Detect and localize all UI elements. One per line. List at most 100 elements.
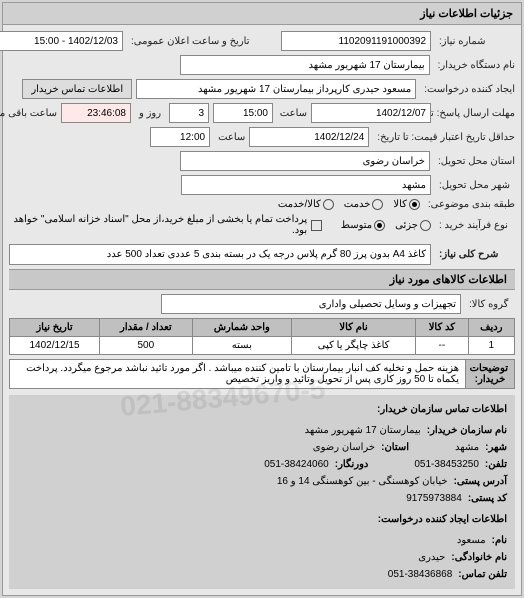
- creator-tel-label: تلفن تماس:: [458, 566, 507, 583]
- note-text: هزینه حمل و تخلیه کف انبار بیمارستان با …: [9, 359, 465, 389]
- row-reqno: شماره نیاز: تاریخ و ساعت اعلان عمومی:: [9, 31, 515, 51]
- pubdate-input[interactable]: [0, 31, 123, 51]
- panel-title: جزئیات اطلاعات نیاز: [3, 3, 521, 25]
- cell-unit: بسته: [192, 337, 291, 355]
- requester-input[interactable]: [136, 79, 416, 99]
- cell-row: 1: [468, 337, 514, 355]
- goods-table: ردیف کد کالا نام کالا واحد شمارش تعداد /…: [9, 318, 515, 355]
- contact-province-label: استان:: [381, 439, 409, 456]
- table-header-row: ردیف کد کالا نام کالا واحد شمارش تعداد /…: [10, 319, 515, 337]
- contact-fax-label: دورنگار:: [335, 456, 369, 473]
- radio-icon: [374, 220, 385, 231]
- contact-section: اطلاعات تماس سازمان خریدار: نام سازمان خ…: [9, 395, 515, 589]
- creator-tel: 051-38436868: [388, 566, 453, 583]
- contact-city: مشهد: [455, 439, 479, 456]
- payment-note: پرداخت تمام یا بخشی از مبلغ خرید،از محل …: [9, 214, 307, 236]
- contact-postal-label: کد پستی:: [468, 490, 507, 507]
- note-label: توضیحات خریدار:: [465, 359, 515, 389]
- contact-org-label: نام سازمان خریدار:: [427, 422, 507, 439]
- table-row: 1 -- کاغذ چاپگر یا کپی بسته 500 1402/12/…: [10, 337, 515, 355]
- main-panel: جزئیات اطلاعات نیاز شماره نیاز: تاریخ و …: [2, 2, 522, 596]
- goods-section-title: اطلاعات کالاهای مورد نیاز: [9, 269, 515, 290]
- deadline-date-input[interactable]: [311, 103, 431, 123]
- row-city: شهر محل تحویل:: [9, 175, 515, 195]
- contact-fax: 051-38424060: [264, 456, 329, 473]
- time-left-label: ساعت باقی مانده: [0, 108, 57, 119]
- contact-addr-line: آدرس پستی: خیابان کوهسنگی - بین کوهسنگی …: [17, 473, 507, 490]
- cell-code: --: [416, 337, 469, 355]
- col-code: کد کالا: [416, 319, 469, 337]
- col-date: تاریخ نیاز: [10, 319, 100, 337]
- process-medium-label: متوسط: [341, 220, 372, 231]
- contact-city-label: شهر:: [485, 439, 507, 456]
- budget-label: طبقه بندی موضوعی:: [424, 199, 515, 210]
- contact-tel: 051-38453250: [414, 456, 479, 473]
- budget-service-option[interactable]: خدمت: [344, 199, 384, 210]
- cell-name: کاغذ چاپگر یا کپی: [292, 337, 416, 355]
- budget-goods-label: کالا: [393, 199, 407, 210]
- buyer-note-row: توضیحات خریدار: هزینه حمل و تخلیه کف انب…: [9, 359, 515, 389]
- col-qty: تعداد / مقدار: [100, 319, 193, 337]
- province-input[interactable]: [180, 151, 430, 171]
- contact-province: خراسان رضوی: [313, 439, 375, 456]
- deadline-hour-input[interactable]: [213, 103, 273, 123]
- buyer-input[interactable]: [180, 55, 430, 75]
- row-group: گروه کالا:: [9, 294, 515, 314]
- group-label: گروه کالا:: [465, 299, 515, 310]
- budget-both-option[interactable]: کالا/خدمت: [278, 199, 334, 210]
- pubdate-label: تاریخ و ساعت اعلان عمومی:: [127, 36, 277, 47]
- main-desc-label: شرح کلی نیاز:: [435, 249, 515, 260]
- process-minor-option[interactable]: جزئی: [395, 220, 431, 231]
- reqno-label: شماره نیاز:: [435, 36, 515, 47]
- days-left-input[interactable]: [169, 103, 209, 123]
- contact-postal-line: کد پستی: 9175973884: [17, 490, 507, 507]
- deadline-label: مهلت ارسال پاسخ: تا تاریخ:: [435, 108, 515, 119]
- creator-lname-label: نام خانوادگی:: [451, 549, 507, 566]
- validity-hour-input[interactable]: [150, 127, 210, 147]
- group-input[interactable]: [161, 294, 461, 314]
- creator-name-line: نام: مسعود: [17, 532, 507, 549]
- creator-tel-line: تلفن تماس: 051-38436868: [17, 566, 507, 583]
- city-label: شهر محل تحویل:: [435, 180, 515, 191]
- creator-name-label: نام:: [492, 532, 507, 549]
- creator-lname-line: نام خانوادگی: حیدری: [17, 549, 507, 566]
- radio-icon: [420, 220, 431, 231]
- contact-org-line: نام سازمان خریدار: بیمارستان 17 شهریور م…: [17, 422, 507, 439]
- creator-header: اطلاعات ایجاد کننده درخواست:: [17, 511, 507, 528]
- row-buyer: نام دستگاه خریدار:: [9, 55, 515, 75]
- reqno-input[interactable]: [281, 31, 431, 51]
- process-minor-label: جزئی: [395, 220, 418, 231]
- radio-icon: [409, 199, 420, 210]
- process-medium-option[interactable]: متوسط: [341, 220, 385, 231]
- col-unit: واحد شمارش: [192, 319, 291, 337]
- radio-icon: [372, 199, 383, 210]
- contact-city-line: شهر: مشهد استان: خراسان رضوی: [17, 439, 507, 456]
- creator-lname: حیدری: [418, 549, 445, 566]
- contact-addr-label: آدرس پستی:: [454, 473, 507, 490]
- cell-date: 1402/12/15: [10, 337, 100, 355]
- contact-tel-line: تلفن: 051-38453250 دورنگار: 051-38424060: [17, 456, 507, 473]
- payment-checkbox[interactable]: [311, 220, 322, 231]
- creator-name: مسعود: [457, 532, 486, 549]
- days-left-label: روز و: [135, 108, 165, 119]
- cell-qty: 500: [100, 337, 193, 355]
- contact-button[interactable]: اطلاعات تماس خریدار: [22, 79, 132, 99]
- validity-date-input[interactable]: [249, 127, 369, 147]
- budget-both-label: کالا/خدمت: [278, 199, 321, 210]
- row-validity: حداقل تاریخ اعتبار قیمت: تا تاریخ: ساعت: [9, 127, 515, 147]
- validity-label: حداقل تاریخ اعتبار قیمت: تا تاریخ:: [373, 132, 515, 143]
- row-deadline: مهلت ارسال پاسخ: تا تاریخ: ساعت روز و سا…: [9, 103, 515, 123]
- process-radio-group: جزئی متوسط: [341, 220, 431, 231]
- budget-goods-option[interactable]: کالا: [393, 199, 420, 210]
- contact-addr: خیابان کوهسنگی - بین کوهسنگی 14 و 16: [277, 473, 448, 490]
- row-budget: طبقه بندی موضوعی: کالا خدمت کالا/خدمت: [9, 199, 515, 210]
- time-left-input[interactable]: [61, 103, 131, 123]
- validity-hour-label: ساعت: [214, 132, 245, 143]
- contact-header: اطلاعات تماس سازمان خریدار:: [17, 401, 507, 418]
- row-requester: ایجاد کننده درخواست: اطلاعات تماس خریدار: [9, 79, 515, 99]
- deadline-hour-label: ساعت: [277, 108, 307, 119]
- budget-radio-group: کالا خدمت کالا/خدمت: [278, 199, 420, 210]
- city-input[interactable]: [181, 175, 431, 195]
- radio-icon: [323, 199, 334, 210]
- form-body: شماره نیاز: تاریخ و ساعت اعلان عمومی: نا…: [3, 25, 521, 595]
